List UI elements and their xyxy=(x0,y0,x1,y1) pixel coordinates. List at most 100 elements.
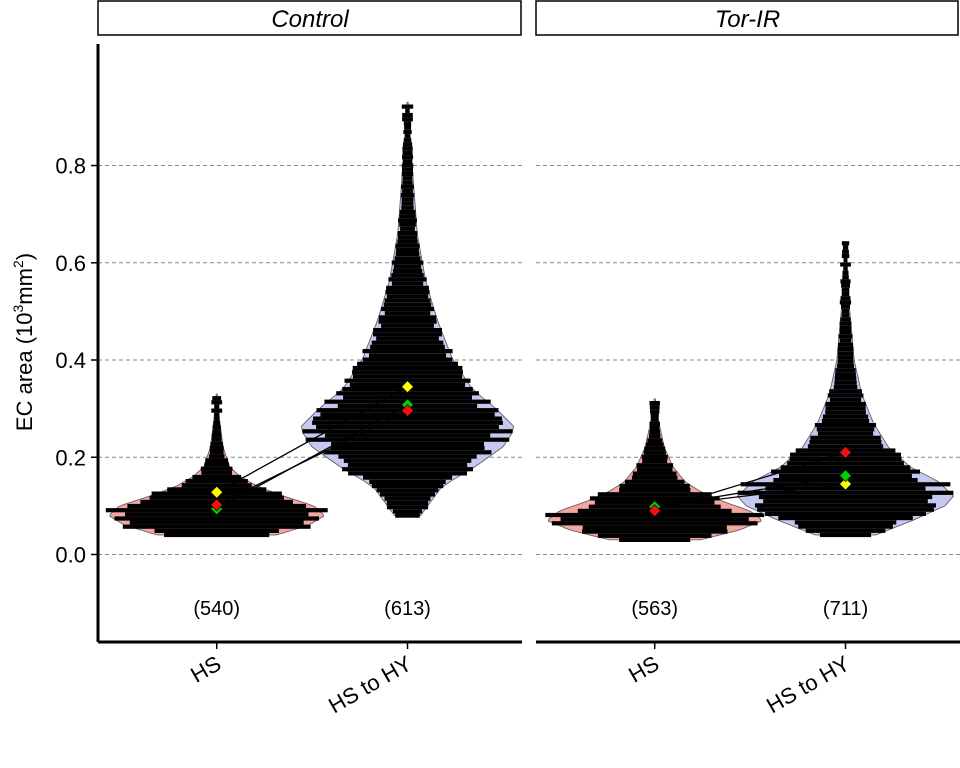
x-tick-label: HS xyxy=(186,651,225,688)
beeswarm-bar xyxy=(384,298,431,303)
beeswarm-bar xyxy=(763,499,928,504)
beeswarm-bar xyxy=(380,492,435,497)
beeswarm-bar xyxy=(363,475,453,480)
beeswarm-bar xyxy=(582,529,728,534)
beeswarm-bar xyxy=(381,323,434,328)
beeswarm-bar xyxy=(331,441,484,446)
beeswarm-bar xyxy=(384,311,431,316)
beeswarm-bar xyxy=(386,285,429,290)
beeswarm-bar xyxy=(214,416,220,421)
beeswarm-bar xyxy=(401,184,414,189)
beeswarm-bar xyxy=(780,465,911,470)
panel-title: Tor-IR xyxy=(715,6,780,33)
beeswarm-bar xyxy=(376,336,439,341)
beeswarm-bar xyxy=(819,532,872,538)
beeswarm-bar xyxy=(343,395,472,400)
beeswarm-bar xyxy=(841,241,850,246)
beeswarm-bar xyxy=(373,332,442,337)
beeswarm-bar xyxy=(362,357,453,362)
beeswarm-bar xyxy=(352,365,463,371)
beeswarm-bar xyxy=(841,308,850,314)
beeswarm-bar xyxy=(381,306,434,312)
beeswarm-bar xyxy=(737,490,954,495)
replicate-line xyxy=(216,404,408,510)
beeswarm-bar xyxy=(647,438,663,443)
beeswarm-bar xyxy=(589,496,720,501)
y-tick-label: 0.8 xyxy=(55,154,86,179)
beeswarm-bar xyxy=(214,412,220,417)
beeswarm-bar xyxy=(840,279,851,284)
beeswarm-bar xyxy=(841,304,850,309)
beeswarm-bar xyxy=(404,125,411,130)
beeswarm-bar xyxy=(401,104,414,109)
beeswarm-bar xyxy=(838,342,853,347)
beeswarm-bar xyxy=(373,328,442,333)
beeswarm-bar xyxy=(378,319,437,324)
beeswarm-bar xyxy=(401,201,414,206)
beeswarm-bar xyxy=(841,253,850,259)
beeswarm-bar xyxy=(755,503,936,508)
beeswarm-bar xyxy=(181,483,252,488)
beeswarm-bar xyxy=(843,258,848,263)
beeswarm-bar xyxy=(391,260,424,265)
beeswarm-bar xyxy=(833,385,858,390)
beeswarm-bar xyxy=(212,396,222,401)
beeswarm-bar xyxy=(825,406,866,411)
beeswarm-bar xyxy=(122,524,311,529)
y-tick-label: 0.4 xyxy=(55,348,86,373)
beeswarm-bar xyxy=(212,433,222,438)
beeswarm-bar xyxy=(343,458,472,463)
beeswarm-bar xyxy=(391,281,424,286)
beeswarm-bar xyxy=(631,475,678,480)
beeswarm-bar xyxy=(401,205,414,210)
beeswarm-bar xyxy=(644,446,666,451)
replicate-line xyxy=(216,409,408,506)
beeswarm-bar xyxy=(395,252,420,257)
beeswarm-bar xyxy=(400,226,415,231)
beeswarm-bar xyxy=(402,167,413,172)
beeswarm-bar xyxy=(825,401,866,407)
beeswarm-bar xyxy=(383,302,432,307)
beeswarm-bar xyxy=(624,479,685,484)
beeswarm-bar xyxy=(214,404,220,409)
beeswarm-bar xyxy=(401,193,415,198)
beeswarm-bar xyxy=(185,479,248,484)
replicate-mean-point xyxy=(210,485,224,499)
beeswarm-bar xyxy=(789,456,902,461)
beeswarm-bar xyxy=(403,121,412,126)
beeswarm-bar xyxy=(637,467,673,472)
beeswarm-bar xyxy=(837,351,854,356)
beeswarm-bar xyxy=(336,391,479,396)
beeswarm-bar xyxy=(211,400,223,405)
beeswarm-bar xyxy=(323,450,492,455)
beeswarm-bar xyxy=(385,290,430,295)
beeswarm-bar xyxy=(352,370,463,375)
beeswarm-bar xyxy=(840,317,851,322)
beeswarm-bar xyxy=(650,425,660,430)
y-tick-label: 0.2 xyxy=(55,445,86,470)
beeswarm-bar xyxy=(560,517,749,522)
x-tick-label: HS to HY xyxy=(324,651,416,719)
panels-layer: Control (540) (613) HS HS to HY Tor-IR (563) (7… xyxy=(55,0,960,719)
beeswarm-bar xyxy=(305,437,510,442)
beeswarm-bar xyxy=(814,423,877,428)
beeswarm-bar xyxy=(619,488,691,493)
beeswarm-bar xyxy=(394,256,421,261)
beeswarm-bar xyxy=(353,374,463,379)
beeswarm-bar xyxy=(829,389,862,394)
beeswarm-bar xyxy=(371,484,444,489)
beeswarm-bar xyxy=(192,474,242,480)
beeswarm-bar xyxy=(348,471,467,476)
beeswarm-bar xyxy=(211,437,222,442)
group-hs-to-hy: (711) xyxy=(736,241,955,620)
beeswarm-bar xyxy=(402,176,413,181)
beeswarm-bar xyxy=(757,507,934,512)
beeswarm-bar xyxy=(817,431,874,436)
beeswarm-bar xyxy=(402,155,414,160)
beeswarm-bar xyxy=(401,163,414,168)
beeswarm-bar xyxy=(395,243,420,248)
beeswarm-bar xyxy=(837,346,854,352)
beeswarm-bar xyxy=(370,344,445,349)
beeswarm-bar xyxy=(649,430,660,435)
